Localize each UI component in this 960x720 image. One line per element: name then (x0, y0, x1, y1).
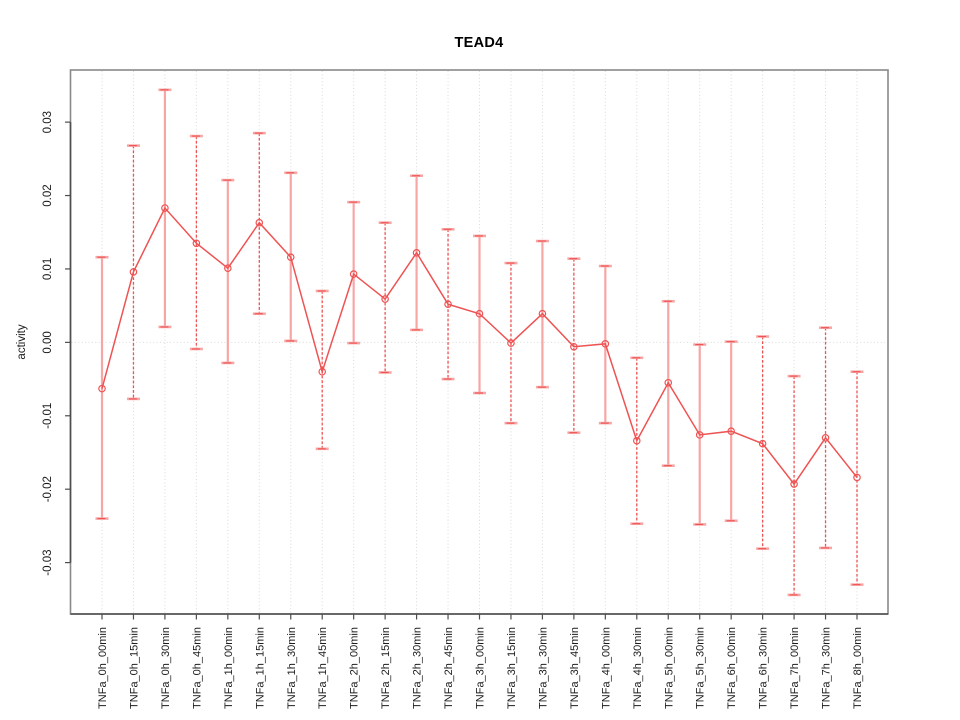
x-tick-label: TNFa_0h_15min (128, 627, 140, 709)
x-tick-label: TNFa_1h_00min (223, 627, 235, 709)
data-point-marker (570, 342, 578, 351)
data-point-marker (129, 268, 138, 276)
y-tick-label: -0.03 (42, 550, 54, 576)
x-tick-label: TNFa_7h_00min (789, 627, 801, 709)
series-line (101, 206, 858, 486)
data-point-marker (538, 309, 547, 318)
data-point-marker (727, 427, 735, 435)
x-tick-label: TNFa_2h_15min (380, 627, 392, 709)
data-point-marker (790, 480, 798, 488)
chart-title: TEAD4 (454, 35, 504, 51)
data-point-marker (286, 253, 295, 262)
data-point-marker (224, 264, 232, 273)
data-point-marker (255, 218, 264, 227)
data-point-marker (318, 367, 327, 376)
data-point-marker (507, 339, 515, 347)
x-tick-label: TNFa_1h_30min (286, 627, 298, 709)
data-point-marker (381, 295, 389, 303)
x-tick-label: TNFa_7h_30min (821, 627, 833, 709)
x-tick-label: TNFa_1h_45min (317, 627, 329, 709)
x-tick-label: TNFa_6h_30min (758, 627, 770, 709)
data-point-marker (853, 473, 861, 482)
x-tick-label: TNFa_0h_00min (97, 627, 109, 709)
x-tick-label: TNFa_3h_30min (537, 627, 549, 709)
x-tick-label: TNFa_2h_45min (443, 627, 455, 709)
data-point-marker (161, 204, 169, 212)
y-tick-label: -0.02 (42, 476, 54, 502)
x-tick-label: TNFa_6h_00min (726, 627, 738, 709)
x-tick-label: TNFa_5h_30min (695, 627, 707, 709)
data-point-marker (758, 439, 767, 448)
x-tick-label: TNFa_0h_30min (160, 627, 172, 709)
x-tick-label: TNFa_5h_00min (663, 627, 675, 709)
data-point-marker (632, 436, 641, 445)
data-point-marker (601, 340, 610, 348)
x-tick-label: TNFa_3h_45min (569, 627, 581, 709)
y-tick-label: 0.00 (42, 331, 54, 353)
x-tick-label: TNFa_1h_15min (254, 627, 266, 709)
data-point-marker (444, 300, 452, 308)
x-tick-label: TNFa_4h_00min (600, 627, 612, 709)
x-tick-label: TNFa_3h_15min (506, 627, 518, 709)
y-tick-label: 0.03 (42, 111, 54, 133)
x-tick-label: TNFa_4h_30min (632, 627, 644, 709)
y-tick-label: 0.02 (42, 184, 54, 206)
y-tick-label: -0.01 (42, 403, 54, 429)
x-tick-label: TNFa_0h_45min (191, 627, 203, 709)
x-tick-label: TNFa_2h_30min (412, 627, 424, 709)
x-tick-label: TNFa_8h_00min (852, 627, 864, 709)
data-point-marker (695, 431, 704, 439)
data-point-marker (821, 434, 830, 442)
data-point-marker (475, 309, 484, 318)
x-tick-label: TNFa_2h_00min (349, 627, 361, 709)
data-point-marker (412, 249, 421, 257)
data-point-marker (349, 270, 358, 278)
data-point-marker (98, 384, 106, 393)
y-tick-label: 0.01 (42, 258, 54, 280)
data-point-marker (664, 378, 673, 387)
x-tick-label: TNFa_3h_00min (475, 627, 487, 709)
data-point-marker (192, 239, 201, 248)
